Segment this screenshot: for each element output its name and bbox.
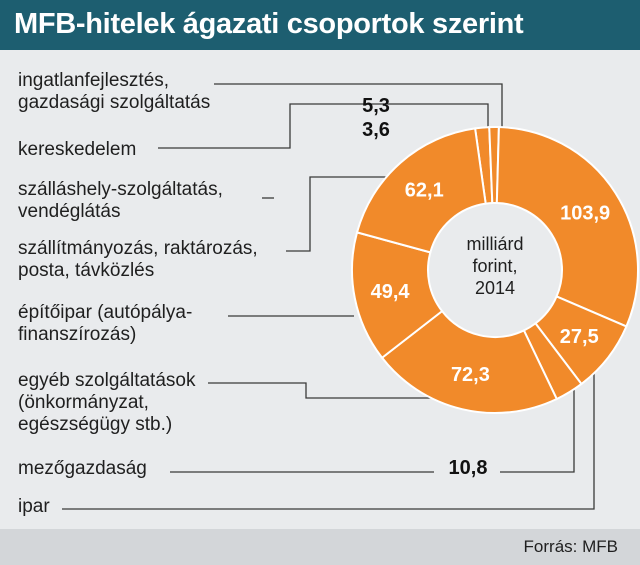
label-ipar: ipar — [18, 496, 50, 518]
outside-value-label: 3,6 — [362, 119, 390, 141]
label-mezogazdasag: mezőgazdaság — [18, 458, 147, 480]
label-line: kereskedelem — [18, 139, 137, 160]
center-label-line: forint, — [472, 256, 517, 276]
chart-title: MFB-hitelek ágazati csoportok szerint — [14, 8, 524, 40]
label-line: szállítmányozás, raktározás, — [18, 238, 258, 259]
label-line: (önkormányzat, — [18, 392, 149, 413]
label-line: vendéglátás — [18, 201, 121, 222]
leader-line — [286, 176, 420, 252]
outside-value-label: 5,3 — [362, 95, 390, 117]
center-label-line: milliárd — [466, 234, 523, 254]
label-line: ipar — [18, 496, 50, 517]
slice-value-label: 27,5 — [560, 326, 599, 348]
center-label-line: 2014 — [475, 278, 515, 298]
label-line: egészségügy stb.) — [18, 414, 173, 435]
source-note: Forrás: MFB — [523, 537, 618, 556]
label-szallashely: szálláshely-szolgáltatás, vendéglátás — [18, 179, 223, 223]
label-line: egyéb szolgáltatások — [18, 370, 196, 391]
label-line: gazdasági szolgáltatás — [18, 92, 211, 113]
label-kereskedelem: kereskedelem — [18, 139, 136, 161]
label-line: építőipar (autópálya- — [18, 302, 193, 323]
leader-lines — [62, 83, 595, 510]
leader-line — [214, 83, 503, 134]
leader-line — [62, 354, 595, 510]
label-line: posta, távközlés — [18, 260, 155, 281]
title-bar: MFB-hitelek ágazati csoportok szerint — [0, 0, 640, 50]
label-egyeb: egyéb szolgáltatások (önkormányzat, egés… — [18, 370, 195, 436]
value-labels: 103,9 27,5 72,3 49,4 62,1 5,33,6 10,8 — [362, 95, 610, 479]
outside-value-label: 10,8 — [449, 457, 488, 479]
slice-value-label: 72,3 — [451, 364, 490, 386]
label-szallitmanyozas: szállítmányozás, raktározás, posta, távk… — [18, 238, 258, 282]
label-line: finanszírozás) — [18, 324, 137, 345]
donut-slices — [351, 126, 639, 414]
leader-line — [158, 103, 489, 149]
donut-slice-7 — [355, 127, 487, 254]
slice-value-label: 62,1 — [405, 180, 444, 202]
label-line: szálláshely-szolgáltatás, — [18, 179, 223, 200]
source-bar: Forrás: MFB — [0, 529, 640, 565]
donut-chart: 103,9 27,5 72,3 49,4 62,1 5,33,6 10,8 milliárd… — [62, 83, 639, 510]
leader-line — [500, 376, 575, 473]
donut-slice-2 — [495, 126, 639, 328]
slice-value-label: 49,4 — [371, 281, 411, 303]
label-line: ingatlanfejlesztés, — [18, 70, 170, 91]
label-line: mezőgazdaság — [18, 458, 147, 479]
slice-value-label: 103,9 — [560, 202, 610, 224]
label-epitoipar: építőipar (autópálya- finanszírozás) — [18, 302, 192, 346]
label-ingatlan: ingatlanfejlesztés, gazdasági szolgáltat… — [18, 70, 210, 114]
donut-slice-5 — [380, 309, 559, 414]
